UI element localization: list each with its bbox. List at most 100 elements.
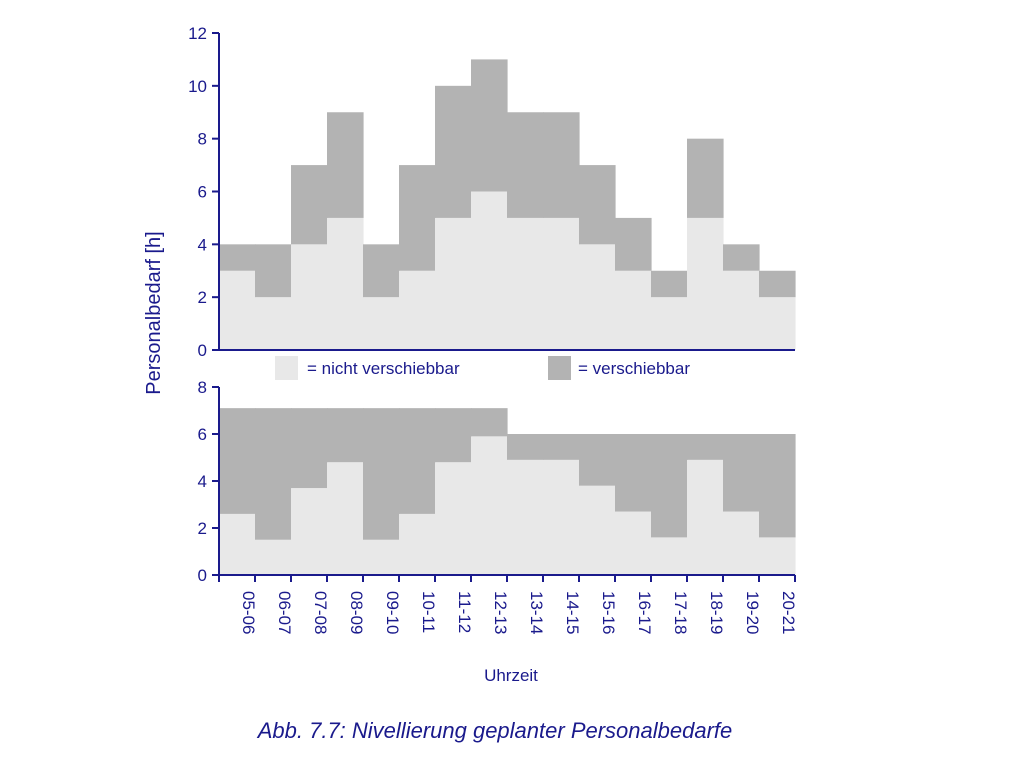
bar-top-nicht-verschiebbar — [255, 297, 292, 350]
bar-top-nicht-verschiebbar — [543, 217, 580, 350]
y-tick-label: 10 — [188, 77, 207, 96]
bar-bottom-nicht-verschiebbar — [435, 462, 472, 575]
x-tick-label: 05-06 — [239, 591, 258, 634]
bar-top-verschiebbar — [615, 217, 652, 271]
bar-bottom-verschiebbar — [759, 434, 796, 538]
bar-top-nicht-verschiebbar — [219, 270, 256, 350]
bar-top-verschiebbar — [363, 244, 400, 298]
x-tick-label: 15-16 — [599, 591, 618, 634]
y-tick-label: 6 — [198, 183, 207, 202]
y-tick-label: 12 — [188, 24, 207, 43]
bar-bottom-verschiebbar — [435, 408, 472, 463]
x-tick-label: 17-18 — [671, 591, 690, 634]
bar-top-nicht-verschiebbar — [327, 217, 364, 350]
bar-bottom-nicht-verschiebbar — [327, 462, 364, 575]
bar-top-verschiebbar — [759, 270, 796, 298]
bar-top-verschiebbar — [579, 165, 616, 245]
bar-top-verschiebbar — [723, 244, 760, 271]
x-axis-title: Uhrzeit — [484, 666, 538, 685]
bar-bottom-nicht-verschiebbar — [579, 485, 616, 575]
bar-bottom-verschiebbar — [507, 434, 544, 460]
bar-top-nicht-verschiebbar — [687, 217, 724, 350]
x-tick-label: 13-14 — [527, 591, 546, 634]
bar-top-nicht-verschiebbar — [507, 217, 544, 350]
chart-axes: 0 2 4 6 8 10 12 0 2 4 6 8 05-06 06-07 07-08 08-09 09-10 1… — [188, 24, 798, 634]
bar-top-nicht-verschiebbar — [435, 217, 472, 350]
bar-top-nicht-verschiebbar — [471, 191, 508, 350]
x-tick-label: 14-15 — [563, 591, 582, 634]
bar-top-nicht-verschiebbar — [615, 270, 652, 350]
bar-top-verschiebbar — [291, 165, 328, 245]
bar-top-verschiebbar — [543, 112, 580, 218]
y-tick-label: 0 — [198, 341, 207, 360]
bar-top-verschiebbar — [687, 138, 724, 218]
x-tick-label: 07-08 — [311, 591, 330, 634]
bar-bottom-verschiebbar — [615, 434, 652, 512]
legend-swatch-nicht-verschiebbar — [275, 356, 298, 380]
bar-top-nicht-verschiebbar — [759, 297, 796, 350]
bar-bottom-nicht-verschiebbar — [255, 539, 292, 575]
bar-top-nicht-verschiebbar — [291, 244, 328, 350]
y-tick-label: 8 — [198, 130, 207, 149]
bar-bottom-verschiebbar — [471, 408, 508, 437]
bar-bottom-verschiebbar — [363, 408, 400, 540]
bar-bottom-verschiebbar — [399, 408, 436, 514]
y-tick-label: 6 — [198, 425, 207, 444]
bar-bottom-nicht-verschiebbar — [687, 459, 724, 575]
bar-top-verschiebbar — [327, 112, 364, 218]
bar-top-verschiebbar — [219, 244, 256, 271]
bar-bottom-verschiebbar — [543, 434, 580, 460]
bar-bottom-nicht-verschiebbar — [363, 539, 400, 575]
x-tick-label: 16-17 — [635, 591, 654, 634]
bar-bottom-verschiebbar — [219, 408, 256, 514]
bar-top-nicht-verschiebbar — [723, 270, 760, 350]
bar-top-verschiebbar — [435, 85, 472, 218]
bar-top-nicht-verschiebbar — [651, 297, 688, 350]
legend-label-verschiebbar: = verschiebbar — [578, 359, 690, 378]
bar-top-nicht-verschiebbar — [579, 244, 616, 350]
bar-bottom-verschiebbar — [651, 434, 688, 538]
bar-bottom-verschiebbar — [687, 434, 724, 460]
bar-top-verschiebbar — [507, 112, 544, 218]
x-tick-label: 12-13 — [491, 591, 510, 634]
bar-bottom-nicht-verschiebbar — [723, 511, 760, 575]
bar-top-verschiebbar — [471, 59, 508, 192]
x-tick-label: 20-21 — [779, 591, 798, 634]
legend-swatch-verschiebbar — [548, 356, 571, 380]
bar-bottom-verschiebbar — [255, 408, 292, 540]
bar-bottom-nicht-verschiebbar — [471, 436, 508, 575]
y-tick-label: 8 — [198, 378, 207, 397]
bar-bottom-nicht-verschiebbar — [651, 537, 688, 575]
bar-bottom-nicht-verschiebbar — [543, 459, 580, 575]
bar-top-nicht-verschiebbar — [363, 297, 400, 350]
x-tick-label: 19-20 — [743, 591, 762, 634]
bar-top-nicht-verschiebbar — [399, 270, 436, 350]
bar-bottom-nicht-verschiebbar — [219, 513, 256, 575]
bar-bottom-verschiebbar — [327, 408, 364, 463]
bar-top-verschiebbar — [255, 244, 292, 298]
legend-label-nicht-verschiebbar: = nicht verschiebbar — [307, 359, 460, 378]
bar-bottom-nicht-verschiebbar — [759, 537, 796, 575]
y-tick-label: 4 — [198, 472, 207, 491]
bar-bottom-nicht-verschiebbar — [291, 488, 328, 575]
bar-bottom-verschiebbar — [723, 434, 760, 512]
top-chart-bars — [219, 59, 796, 350]
figure-caption: Abb. 7.7: Nivellierung geplanter Persona… — [256, 718, 733, 743]
y-tick-label: 0 — [198, 566, 207, 585]
x-tick-label: 18-19 — [707, 591, 726, 634]
bar-bottom-nicht-verschiebbar — [615, 511, 652, 575]
bar-bottom-verschiebbar — [291, 408, 328, 489]
bottom-chart-bars — [219, 408, 796, 575]
bar-top-verschiebbar — [399, 165, 436, 271]
bar-top-verschiebbar — [651, 270, 688, 298]
y-axis-title: Personalbedarf [h] — [143, 231, 165, 394]
x-tick-label: 06-07 — [275, 591, 294, 634]
y-tick-label: 2 — [198, 288, 207, 307]
y-tick-label: 2 — [198, 519, 207, 538]
bar-bottom-nicht-verschiebbar — [399, 513, 436, 575]
bar-bottom-verschiebbar — [579, 434, 616, 486]
bar-bottom-nicht-verschiebbar — [507, 459, 544, 575]
x-tick-label: 09-10 — [383, 591, 402, 634]
y-tick-label: 4 — [198, 235, 207, 254]
